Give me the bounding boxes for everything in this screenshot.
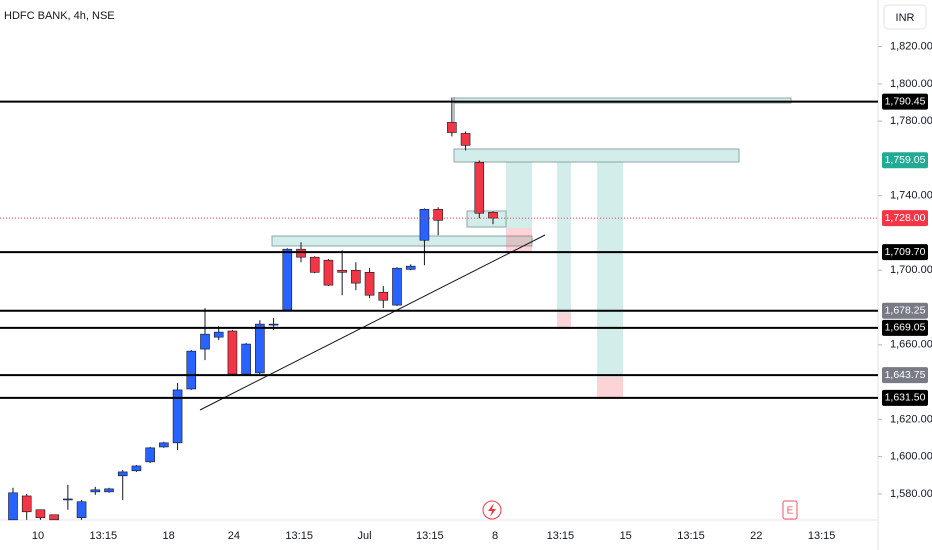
level-label: 1,678.25 — [885, 305, 926, 317]
zone — [271, 235, 533, 247]
x-tick-label: 13:15 — [677, 530, 705, 542]
x-tick-label: 15 — [620, 530, 632, 542]
currency-button[interactable] — [883, 4, 927, 30]
x-tick-label: 13:15 — [547, 530, 575, 542]
y-tick-label: 1,660.00 — [890, 339, 932, 351]
candle-body — [323, 259, 334, 286]
chart-title: HDFC BANK, 4h, NSE — [4, 10, 115, 22]
x-tick-label: 13:15 — [90, 530, 118, 542]
trend-line — [199, 234, 546, 411]
y-tick-label: 1,780.00 — [890, 115, 932, 127]
stop-zone — [597, 377, 623, 399]
candle-body — [433, 209, 443, 221]
level-label-bg — [882, 389, 928, 406]
level-label-bg — [882, 367, 928, 384]
level-label-bg — [882, 210, 928, 227]
level-label-bg — [882, 302, 928, 319]
candle-body — [186, 350, 197, 390]
level-label-bg — [882, 152, 928, 169]
level-label: 1,759.05 — [885, 154, 926, 166]
candle-body — [90, 489, 101, 493]
level-label-bg — [882, 93, 928, 110]
y-tick-label: 1,740.00 — [890, 190, 932, 202]
currency-label[interactable]: INR — [896, 12, 915, 24]
candle-body — [309, 256, 320, 273]
candle-body — [392, 267, 402, 306]
candle-body — [213, 331, 224, 338]
candle-body — [351, 269, 361, 284]
target-zone — [597, 162, 623, 377]
x-tick-label: 13:15 — [416, 530, 444, 542]
candle-body — [460, 133, 471, 146]
candle-body — [159, 442, 169, 448]
candle-body — [419, 209, 430, 241]
candle-body — [405, 265, 416, 270]
level-label: 1,669.05 — [885, 322, 926, 334]
y-tick-label: 1,580.00 — [890, 488, 932, 500]
candle-body — [49, 514, 59, 521]
candle-body — [488, 211, 498, 219]
y-tick-label: 1,700.00 — [890, 264, 932, 276]
candle-body — [104, 488, 114, 493]
candle-body — [227, 330, 238, 375]
target-zone — [557, 162, 571, 313]
candle-body — [172, 389, 183, 444]
stop-zone — [506, 228, 532, 253]
earnings-label[interactable]: E — [787, 506, 794, 517]
level-label: 1,643.75 — [885, 369, 926, 381]
drawings — [199, 97, 792, 411]
level-label-bg — [882, 244, 928, 261]
candle-body — [145, 447, 155, 463]
candle-body — [337, 269, 347, 273]
candle-body — [21, 495, 32, 513]
target-zone — [506, 162, 532, 228]
candle-body — [255, 323, 265, 374]
x-tick-label: 18 — [162, 530, 174, 542]
y-tick-label: 1,800.00 — [890, 78, 932, 90]
level-label: 1,709.70 — [885, 246, 926, 258]
level-label: 1,790.45 — [885, 95, 926, 107]
x-tick-label: 24 — [228, 530, 240, 542]
y-tick-label: 1,600.00 — [890, 451, 932, 463]
candle-body — [474, 162, 485, 214]
level-label: 1,728.00 — [885, 212, 926, 224]
x-tick-label: 13:15 — [808, 530, 836, 542]
level-label: 1,631.50 — [885, 392, 926, 404]
candle-body — [241, 343, 251, 375]
candle-body — [282, 248, 293, 311]
candle-body — [447, 122, 457, 133]
zone — [453, 148, 740, 163]
y-tick-label: 1,820.00 — [890, 41, 932, 53]
candle-body — [8, 492, 18, 521]
x-tick-label: 22 — [750, 530, 762, 542]
y-tick-label: 1,620.00 — [890, 413, 932, 425]
x-tick-label: 13:15 — [285, 530, 313, 542]
level-label-bg — [882, 319, 928, 336]
candle-body — [63, 498, 73, 501]
event-icon-bolt — [488, 503, 496, 517]
candle-body — [76, 501, 87, 519]
x-tick-label: 10 — [32, 530, 44, 542]
candle-body — [200, 333, 210, 350]
x-tick-label: 8 — [492, 530, 498, 542]
candle-body — [378, 291, 389, 301]
stop-zone — [557, 313, 571, 329]
candle-body — [268, 323, 279, 326]
candle-body — [35, 509, 46, 519]
candle-body — [364, 272, 375, 296]
earnings-icon[interactable] — [782, 500, 798, 520]
candle-body — [131, 465, 142, 472]
candle-body — [296, 248, 306, 258]
candle-body — [117, 471, 128, 477]
x-tick-label: Jul — [357, 530, 371, 542]
zone — [466, 210, 507, 228]
